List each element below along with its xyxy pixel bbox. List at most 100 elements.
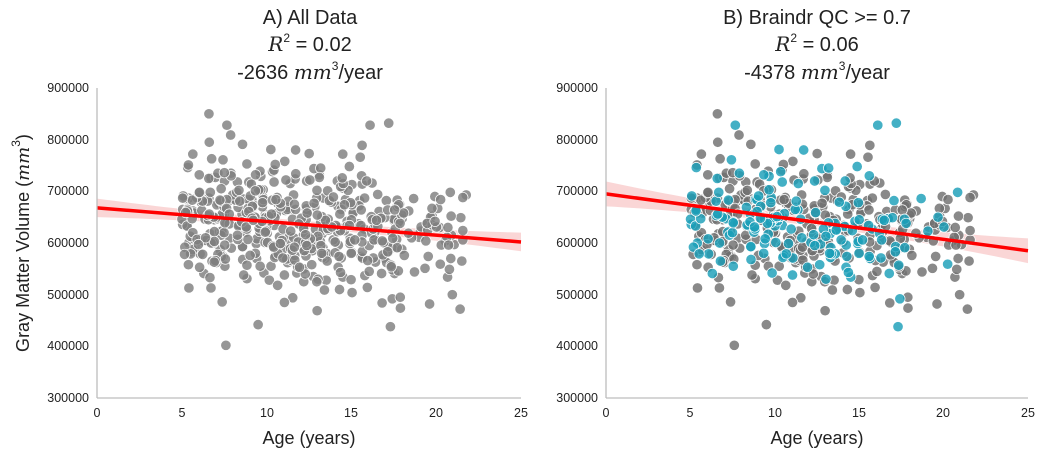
x-tick-label: 25 — [1021, 406, 1035, 420]
panel-b-x-ticks: 0 5 10 15 20 25 — [603, 406, 1035, 420]
scatter-point — [265, 143, 277, 156]
scatter-point — [690, 162, 702, 174]
scatter-point — [329, 236, 341, 248]
scatter-point — [875, 252, 887, 264]
x-tick-label: 20 — [936, 406, 950, 420]
scatter-point — [853, 214, 865, 226]
scatter-point — [915, 193, 927, 205]
scatter-point — [826, 284, 838, 296]
scatter-point — [824, 247, 836, 259]
scatter-point — [214, 194, 226, 206]
scatter-point — [382, 246, 394, 258]
scatter-point — [713, 282, 725, 294]
scatter-point — [203, 172, 215, 184]
scatter-point — [954, 289, 966, 301]
scatter-point — [745, 138, 757, 150]
scatter-point — [233, 184, 245, 196]
scatter-point — [408, 193, 420, 205]
scatter-point — [729, 119, 741, 131]
scatter-point — [256, 197, 269, 209]
scatter-point — [238, 269, 250, 281]
scatter-point — [722, 194, 734, 206]
scatter-point — [218, 167, 230, 179]
scatter-point — [949, 221, 961, 234]
scatter-point — [964, 191, 976, 204]
scatter-point — [354, 151, 366, 163]
scatter-point — [961, 303, 973, 315]
scatter-point — [336, 172, 348, 184]
scatter-point — [208, 226, 220, 238]
scatter-point — [763, 184, 775, 196]
scatter-point — [863, 204, 875, 216]
scatter-point — [241, 259, 253, 271]
scatter-point — [801, 261, 814, 273]
scatter-point — [866, 192, 878, 204]
scatter-point — [429, 215, 441, 227]
scatter-point — [311, 184, 323, 196]
scatter-point — [906, 249, 918, 261]
scatter-point — [863, 250, 875, 262]
scatter-point — [889, 246, 901, 258]
scatter-point — [384, 321, 396, 333]
scatter-point — [236, 138, 249, 150]
scatter-point — [193, 169, 205, 181]
x-tick-label: 10 — [768, 406, 782, 420]
panel-b: B) Braindr QC >= 0.7 R2 = 0.06 -4378 mm3… — [556, 7, 1035, 448]
scatter-point — [869, 281, 881, 293]
scatter-point — [714, 237, 726, 249]
scatter-point — [725, 154, 737, 166]
scatter-point — [823, 162, 835, 174]
scatter-point — [274, 237, 286, 250]
scatter-point — [702, 186, 714, 198]
scatter-point — [343, 160, 355, 173]
x-tick-label: 5 — [687, 406, 694, 420]
scatter-point — [962, 212, 974, 224]
scatter-point — [809, 175, 821, 187]
scatter-point — [419, 262, 431, 274]
scatter-point — [711, 172, 723, 184]
scatter-point — [952, 210, 965, 222]
scatter-point — [775, 166, 787, 178]
panel-b-fit-line — [605, 192, 1029, 253]
scatter-point — [361, 175, 373, 187]
scatter-point — [796, 232, 808, 244]
y-tick-label: 700000 — [47, 184, 89, 198]
scatter-point — [778, 194, 790, 206]
scatter-point — [383, 117, 395, 129]
scatter-point — [862, 151, 874, 163]
panel-a-y-axis-label: Gray Matter Volume (mm3) — [9, 134, 34, 352]
scatter-point — [446, 289, 458, 301]
scatter-point — [268, 176, 280, 188]
scatter-point — [706, 267, 718, 280]
scatter-point — [197, 248, 209, 260]
scatter-point — [218, 227, 230, 239]
scatter-point — [930, 250, 942, 262]
scatter-point — [871, 265, 883, 277]
scatter-point — [259, 226, 271, 238]
scatter-point — [288, 241, 300, 253]
scatter-point — [760, 319, 772, 331]
scatter-point — [280, 174, 292, 186]
scatter-point — [334, 208, 346, 220]
scatter-point — [780, 279, 792, 291]
scatter-point — [391, 242, 403, 254]
scatter-point — [964, 225, 976, 237]
scatter-point — [728, 339, 740, 351]
x-tick-label: 5 — [179, 406, 186, 420]
scatter-point — [204, 272, 216, 284]
y-tick-label: 900000 — [556, 81, 598, 95]
scatter-point — [443, 263, 455, 275]
scatter-point — [872, 119, 884, 131]
scatter-point — [278, 269, 290, 281]
scatter-point — [725, 296, 737, 308]
scatter-point — [221, 119, 233, 131]
scatter-point — [345, 247, 357, 259]
scatter-point — [394, 291, 406, 303]
scatter-point — [839, 175, 851, 187]
scatter-point — [749, 158, 761, 170]
scatter-point — [333, 283, 346, 296]
scatter-point — [854, 287, 866, 299]
scatter-point — [435, 194, 447, 206]
scatter-point — [355, 204, 367, 216]
scatter-point — [691, 259, 703, 271]
